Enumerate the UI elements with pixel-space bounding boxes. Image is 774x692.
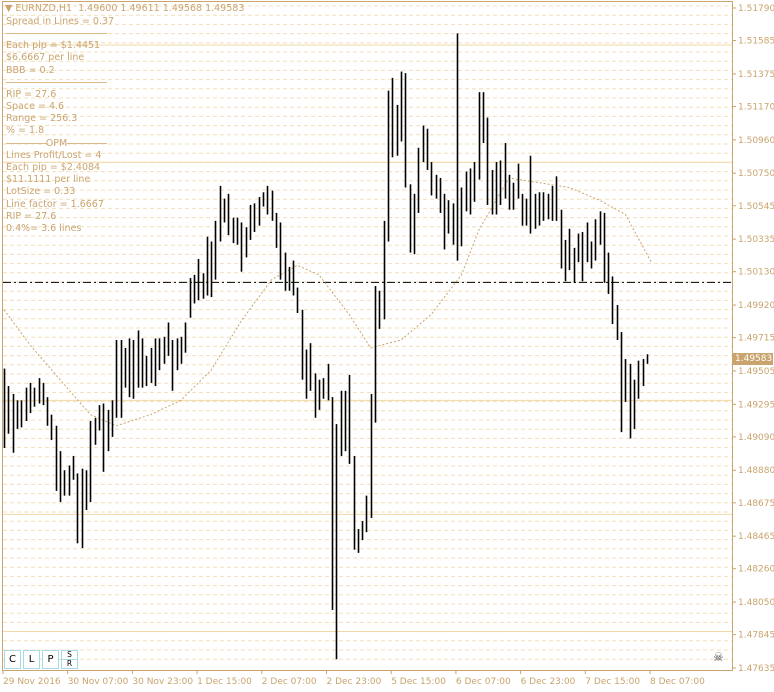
y-tick-label: 1.51585: [738, 37, 774, 47]
chart-title: ▼ EURNZD,H1 1.49600 1.49611 1.49568 1.49…: [5, 3, 244, 14]
y-tick-label: 1.48880: [738, 466, 774, 476]
y-tick-label: 1.49295: [738, 400, 774, 410]
opm-header: OPM: [6, 138, 107, 150]
button-bar: C L P S R: [4, 650, 80, 669]
x-tick-label: 6 Dec 07:00: [456, 677, 511, 687]
y-tick-label: 1.50750: [738, 169, 774, 179]
info-panel: Spread in Lines = 0.37 Each pip = $1.445…: [6, 16, 114, 235]
current-price-tag: 1.49583: [733, 353, 773, 365]
y-tick-label: 1.49715: [738, 334, 774, 344]
time-axis[interactable]: 29 Nov 2016 30 Nov 07:00 30 Nov 23:00 1 Dec…: [2, 670, 705, 687]
x-tick-label: 2 Dec 23:00: [327, 677, 382, 687]
y-tick-label: 1.49090: [738, 433, 774, 443]
divider: [6, 33, 107, 35]
range-text: Range = 256.3: [6, 113, 78, 125]
rip-text: RIP = 27.6: [6, 88, 57, 100]
level-lines: [3, 44, 732, 632]
x-tick-label: 8 Dec 07:00: [650, 677, 705, 687]
moving-average-line: [3, 177, 652, 427]
y-tick-label: 1.47635: [738, 664, 774, 674]
y-tick-label: 1.51375: [738, 70, 774, 80]
x-tick-label: 1 Dec 15:00: [197, 677, 252, 687]
lines-profit-text: Lines Profit/Lost = 4: [6, 149, 102, 161]
chart-frame: [2, 1, 733, 671]
y-tick-label: 1.50545: [738, 202, 774, 212]
line-factor-text: Line factor = 1.6667: [6, 198, 104, 210]
y-tick-label: 1.48675: [738, 499, 774, 509]
price-axis[interactable]: 1.51790 1.51585 1.51375 1.51170 1.50960 1.507…: [732, 4, 774, 674]
bbb-text: BBB = 0.2: [6, 64, 55, 76]
y-tick-label: 1.48260: [738, 565, 774, 575]
y-tick-label: 1.51170: [738, 102, 774, 112]
space-text: Space = 4.6: [6, 101, 65, 113]
per-line-text: $6.6667 per line: [6, 52, 85, 64]
lotsize-text: LotSize = 0.33: [6, 186, 76, 198]
each-pip-text-2: Each pip = $2.4084: [6, 162, 101, 174]
l-button[interactable]: L: [23, 650, 40, 669]
y-tick-label: 1.48050: [738, 598, 774, 608]
close-price: 1.49583: [205, 3, 245, 14]
y-tick-label: 1.51790: [738, 4, 774, 14]
open-price: 1.49600: [78, 3, 118, 14]
x-tick-label: 30 Nov 23:00: [132, 677, 193, 687]
opm-label: OPM: [45, 137, 68, 149]
spread-text: Spread in Lines = 0.37: [6, 16, 115, 27]
sr-button[interactable]: S R: [61, 650, 78, 669]
s-label: S: [67, 650, 72, 659]
y-tick-label: 1.47845: [738, 631, 774, 641]
x-tick-label: 29 Nov 2016: [3, 677, 61, 687]
per-line-text-2: $11.1111 per line: [6, 174, 91, 186]
rip-text-2: RIP = 27.6: [6, 210, 57, 222]
x-tick-label: 30 Nov 07:00: [68, 677, 129, 687]
each-pip-text: Each pip = $1.4451: [6, 40, 101, 52]
triangle-down-icon[interactable]: ▼: [5, 3, 13, 14]
symbol-label: EURNZD,H1: [15, 3, 73, 14]
y-tick-label: 1.50130: [738, 268, 774, 278]
high-price: 1.49611: [120, 3, 160, 14]
pct-lines-text: 0.4%= 3.6 lines: [6, 223, 82, 235]
y-tick-label: 1.49920: [738, 301, 774, 311]
low-price: 1.49568: [162, 3, 203, 14]
y-tick-label: 1.49505: [738, 367, 774, 377]
x-tick-label: 2 Dec 07:00: [262, 677, 317, 687]
c-button[interactable]: C: [4, 650, 21, 669]
y-tick-label: 1.50335: [738, 235, 774, 245]
y-tick-label: 1.48465: [738, 532, 774, 542]
percent-text: % = 1.8: [6, 125, 45, 137]
price-bars: [3, 33, 649, 660]
divider: [6, 81, 107, 83]
p-button[interactable]: P: [42, 650, 59, 669]
x-tick-label: 5 Dec 15:00: [391, 677, 446, 687]
grid-lines: [3, 5, 732, 660]
r-label: R: [62, 659, 77, 668]
x-tick-label: 7 Dec 15:00: [585, 677, 640, 687]
skull-icon[interactable]: ☠: [713, 650, 724, 664]
x-tick-label: 6 Dec 23:00: [521, 677, 576, 687]
y-tick-label: 1.50960: [738, 136, 774, 146]
